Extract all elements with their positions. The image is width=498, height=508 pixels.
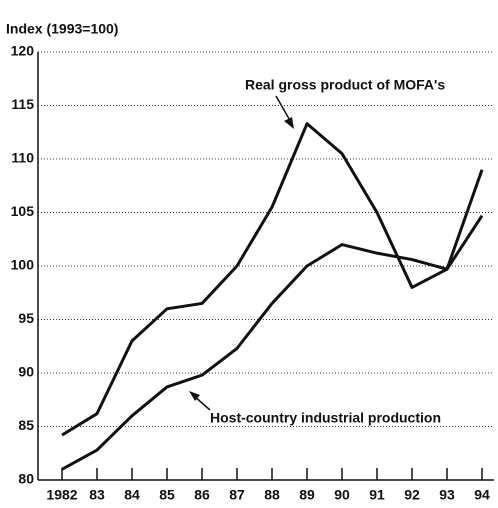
x-tick-label: 83 bbox=[89, 487, 105, 503]
x-tick-label: 85 bbox=[159, 487, 175, 503]
y-tick-label: 120 bbox=[11, 43, 35, 59]
x-tick-label: 91 bbox=[369, 487, 385, 503]
x-tick-label: 94 bbox=[474, 487, 490, 503]
x-tick-label: 92 bbox=[404, 487, 420, 503]
x-tick-label: 90 bbox=[334, 487, 350, 503]
y-axis-label: Index (1993=100) bbox=[6, 21, 118, 37]
y-tick-label: 80 bbox=[18, 471, 34, 487]
x-tick-label: 84 bbox=[124, 487, 140, 503]
x-tick-label: 87 bbox=[229, 487, 245, 503]
series-annotation: Host-country industrial production bbox=[210, 410, 441, 426]
y-tick-label: 100 bbox=[11, 257, 35, 273]
series-line bbox=[61, 214, 484, 471]
x-tick-label: 89 bbox=[299, 487, 315, 503]
series-line bbox=[61, 122, 484, 437]
series-annotation: Real gross product of MOFA's bbox=[245, 77, 445, 93]
y-tick-label: 85 bbox=[18, 417, 34, 433]
y-tick-label: 105 bbox=[11, 203, 35, 219]
y-tick-label: 90 bbox=[18, 364, 34, 380]
x-tick-label: 88 bbox=[264, 487, 280, 503]
y-tick-label: 110 bbox=[11, 150, 34, 166]
y-tick-label: 115 bbox=[11, 96, 34, 112]
x-tick-label: 93 bbox=[439, 487, 455, 503]
arrow-head bbox=[284, 117, 294, 129]
x-tick-label: 86 bbox=[194, 487, 210, 503]
y-tick-label: 95 bbox=[18, 310, 34, 326]
arrow-head bbox=[189, 391, 200, 401]
x-tick-label: 1982 bbox=[46, 487, 77, 503]
